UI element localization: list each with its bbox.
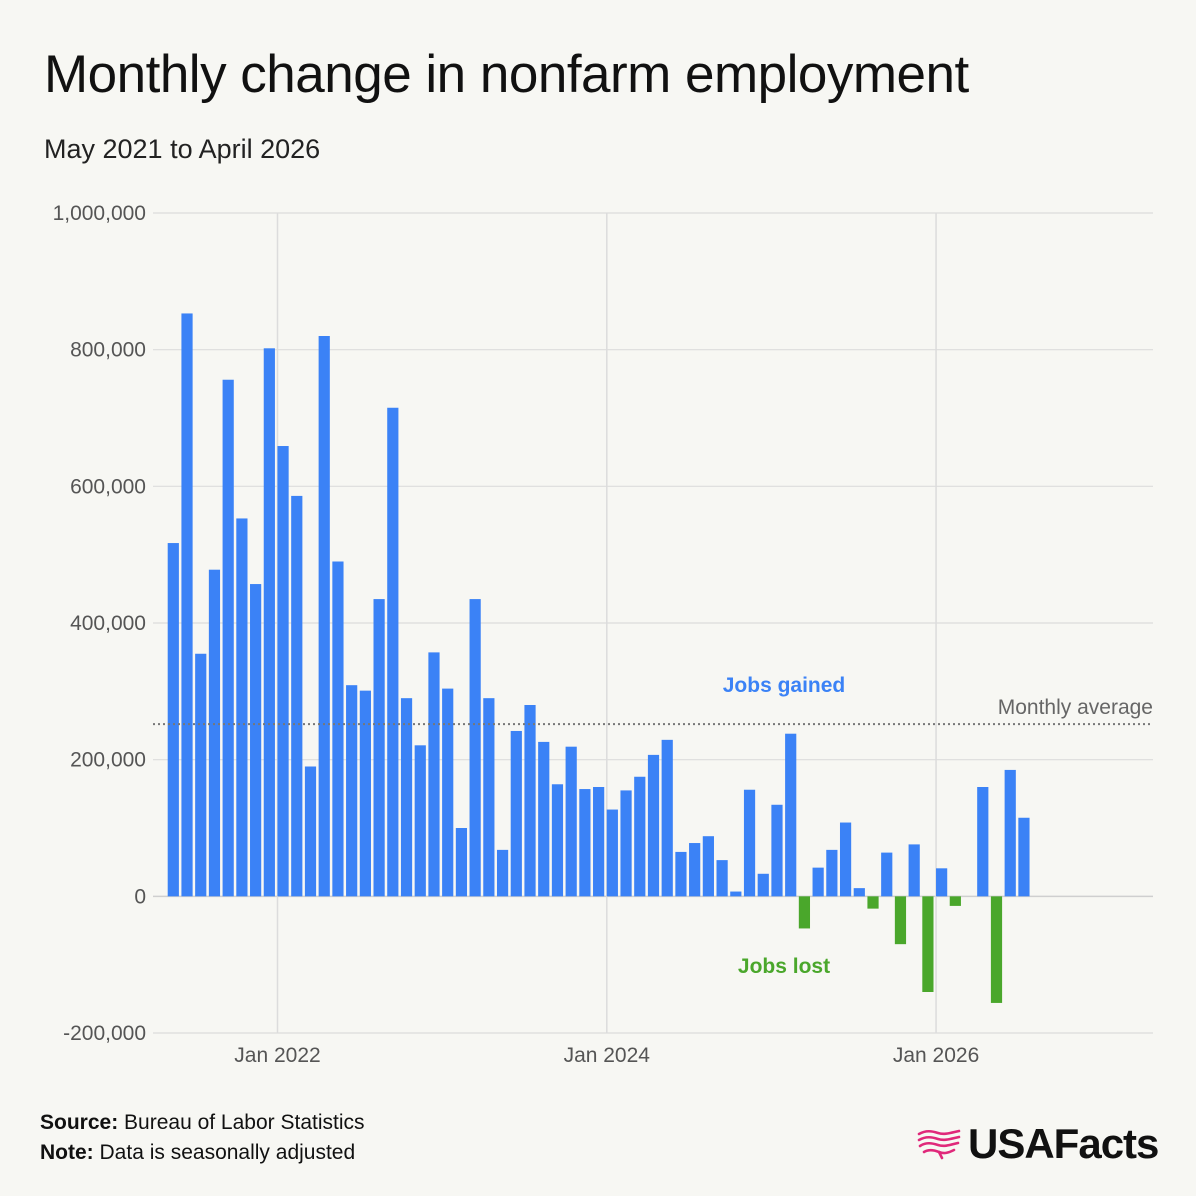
bar-jobs-lost (894, 896, 907, 945)
bar-jobs-gained (332, 561, 344, 897)
source-line: Source: Bureau of Labor Statistics (40, 1111, 365, 1135)
bar-jobs-gained (839, 822, 852, 897)
annotation-layer: Monthly average Jobs gained Jobs lost (153, 674, 1153, 978)
bar-jobs-gained (222, 379, 234, 897)
note-line: Note: Data is seasonally adjusted (40, 1141, 355, 1165)
x-tick-label: Jan 2026 (893, 1044, 979, 1067)
chart-title: Monthly change in nonfarm employment (44, 45, 969, 104)
bar-jobs-gained (853, 888, 865, 897)
bar-jobs-gained (455, 828, 468, 897)
bar-jobs-gained (743, 789, 756, 897)
bar-jobs-gained (689, 843, 701, 897)
bar-jobs-gained (428, 652, 440, 897)
bar-jobs-gained (565, 746, 577, 897)
bar-jobs-lost (949, 896, 961, 906)
y-tick-label: 200,000 (70, 749, 146, 772)
bar-jobs-gained (263, 348, 275, 897)
bar-jobs-gained (346, 685, 358, 897)
bar-jobs-gained (483, 698, 495, 897)
bar-jobs-gained (661, 739, 673, 897)
bar-jobs-gained (551, 784, 564, 897)
x-tick-label: Jan 2024 (564, 1044, 651, 1067)
bar-jobs-gained (496, 849, 509, 897)
note-text: Data is seasonally adjusted (99, 1141, 356, 1164)
bar-jobs-gained (359, 690, 371, 897)
bar-jobs-gained (524, 705, 536, 897)
bar-jobs-gained (510, 730, 522, 897)
bar-jobs-gained (606, 809, 618, 897)
bar-jobs-lost (922, 896, 934, 992)
bar-jobs-gained (634, 776, 646, 897)
bar-jobs-gained (826, 849, 838, 897)
bar-jobs-gained (181, 313, 193, 897)
bar-jobs-gained (757, 873, 769, 897)
x-tick-label: Jan 2022 (234, 1044, 320, 1067)
bar-jobs-gained (620, 790, 632, 897)
bar-jobs-gained (881, 852, 893, 897)
monthly-average-label: Monthly average (998, 696, 1153, 719)
bar-jobs-lost (867, 896, 879, 909)
bar-jobs-gained (702, 836, 714, 897)
bar-jobs-lost (990, 896, 1003, 1003)
bar-jobs-gained (675, 851, 687, 897)
bar-jobs-gained (977, 787, 989, 897)
bar-jobs-gained (771, 804, 783, 897)
bar-jobs-gained (387, 407, 399, 897)
bar-jobs-gained (195, 653, 207, 897)
bar-jobs-gained (812, 867, 824, 897)
y-tick-label: -200,000 (63, 1022, 146, 1045)
bar-jobs-gained (908, 844, 920, 897)
bar-jobs-gained (730, 891, 742, 897)
y-tick-label: 0 (134, 885, 146, 908)
jobs-gained-label: Jobs gained (723, 674, 846, 697)
bar-jobs-gained (318, 336, 330, 897)
bar-jobs-gained (1004, 769, 1016, 897)
y-tick-label: 400,000 (70, 612, 146, 635)
source-text: Bureau of Labor Statistics (124, 1111, 365, 1134)
bar-jobs-gained (647, 754, 660, 897)
y-tick-label: 800,000 (70, 339, 146, 362)
y-tick-label: 1,000,000 (53, 202, 146, 225)
bar-jobs-gained (373, 599, 385, 897)
bar-jobs-gained (414, 745, 426, 897)
grid-layer (153, 212, 1153, 1034)
bar-jobs-lost (798, 896, 811, 929)
usafacts-flag-map-icon (917, 1129, 961, 1160)
chart-subtitle: May 2021 to April 2026 (44, 134, 321, 164)
brand-name: USAFacts (968, 1120, 1159, 1167)
bar-layer (167, 313, 1030, 1003)
note-label: Note: (40, 1141, 94, 1164)
source-label: Source: (40, 1111, 119, 1134)
bar-jobs-gained (208, 569, 221, 897)
bar-jobs-gained (785, 733, 797, 897)
bar-jobs-gained (304, 766, 317, 897)
bar-jobs-gained (538, 741, 550, 897)
bar-jobs-gained (1018, 817, 1030, 897)
bar-jobs-gained (579, 789, 591, 897)
bar-jobs-gained (442, 688, 454, 897)
bar-jobs-gained (167, 543, 179, 897)
usafacts-logo: USAFacts (916, 1120, 1159, 1168)
bar-jobs-gained (400, 698, 413, 897)
jobs-lost-label: Jobs lost (738, 955, 830, 978)
bar-jobs-gained (236, 518, 248, 897)
bar-jobs-gained (716, 860, 728, 897)
tick-layer: -200,000 0 200,000 400,000 600,000 800,000 1,0… (53, 202, 980, 1067)
bar-jobs-gained (277, 446, 289, 897)
bar-jobs-gained (291, 495, 303, 897)
y-tick-label: 600,000 (70, 475, 146, 498)
bar-jobs-gained (936, 868, 948, 897)
bar-jobs-gained (469, 599, 481, 897)
bar-jobs-gained (593, 787, 605, 897)
bar-jobs-gained (250, 584, 262, 897)
